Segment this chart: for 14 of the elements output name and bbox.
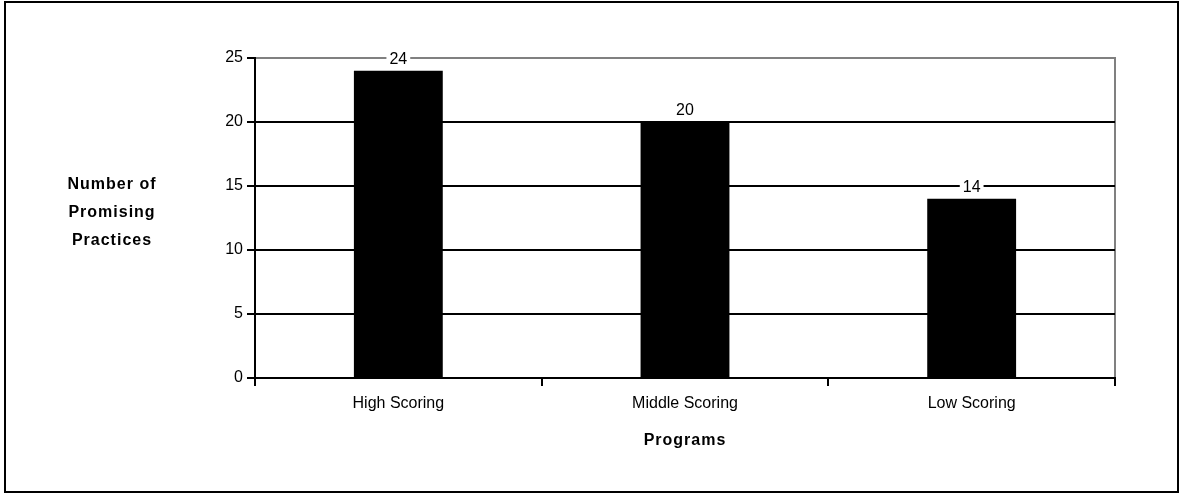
data-label: 20 — [676, 101, 694, 119]
y-axis-title: Number of Promising Practices — [67, 175, 157, 249]
data-label: 14 — [962, 178, 981, 196]
y-tick-label: 0 — [234, 368, 244, 386]
x-tick-label: Low Scoring — [927, 394, 1016, 412]
y-tick-label: 20 — [225, 112, 244, 130]
x-axis-title: Programs — [643, 431, 727, 449]
x-tick-label: Middle Scoring — [632, 394, 738, 412]
y-tick-label: 25 — [225, 48, 244, 66]
y-tick-label: 10 — [225, 240, 244, 258]
data-label: 24 — [389, 50, 408, 68]
y-tick-label: 15 — [225, 176, 244, 194]
x-tick-label: High Scoring — [352, 394, 445, 412]
y-tick-label: 5 — [234, 304, 244, 322]
